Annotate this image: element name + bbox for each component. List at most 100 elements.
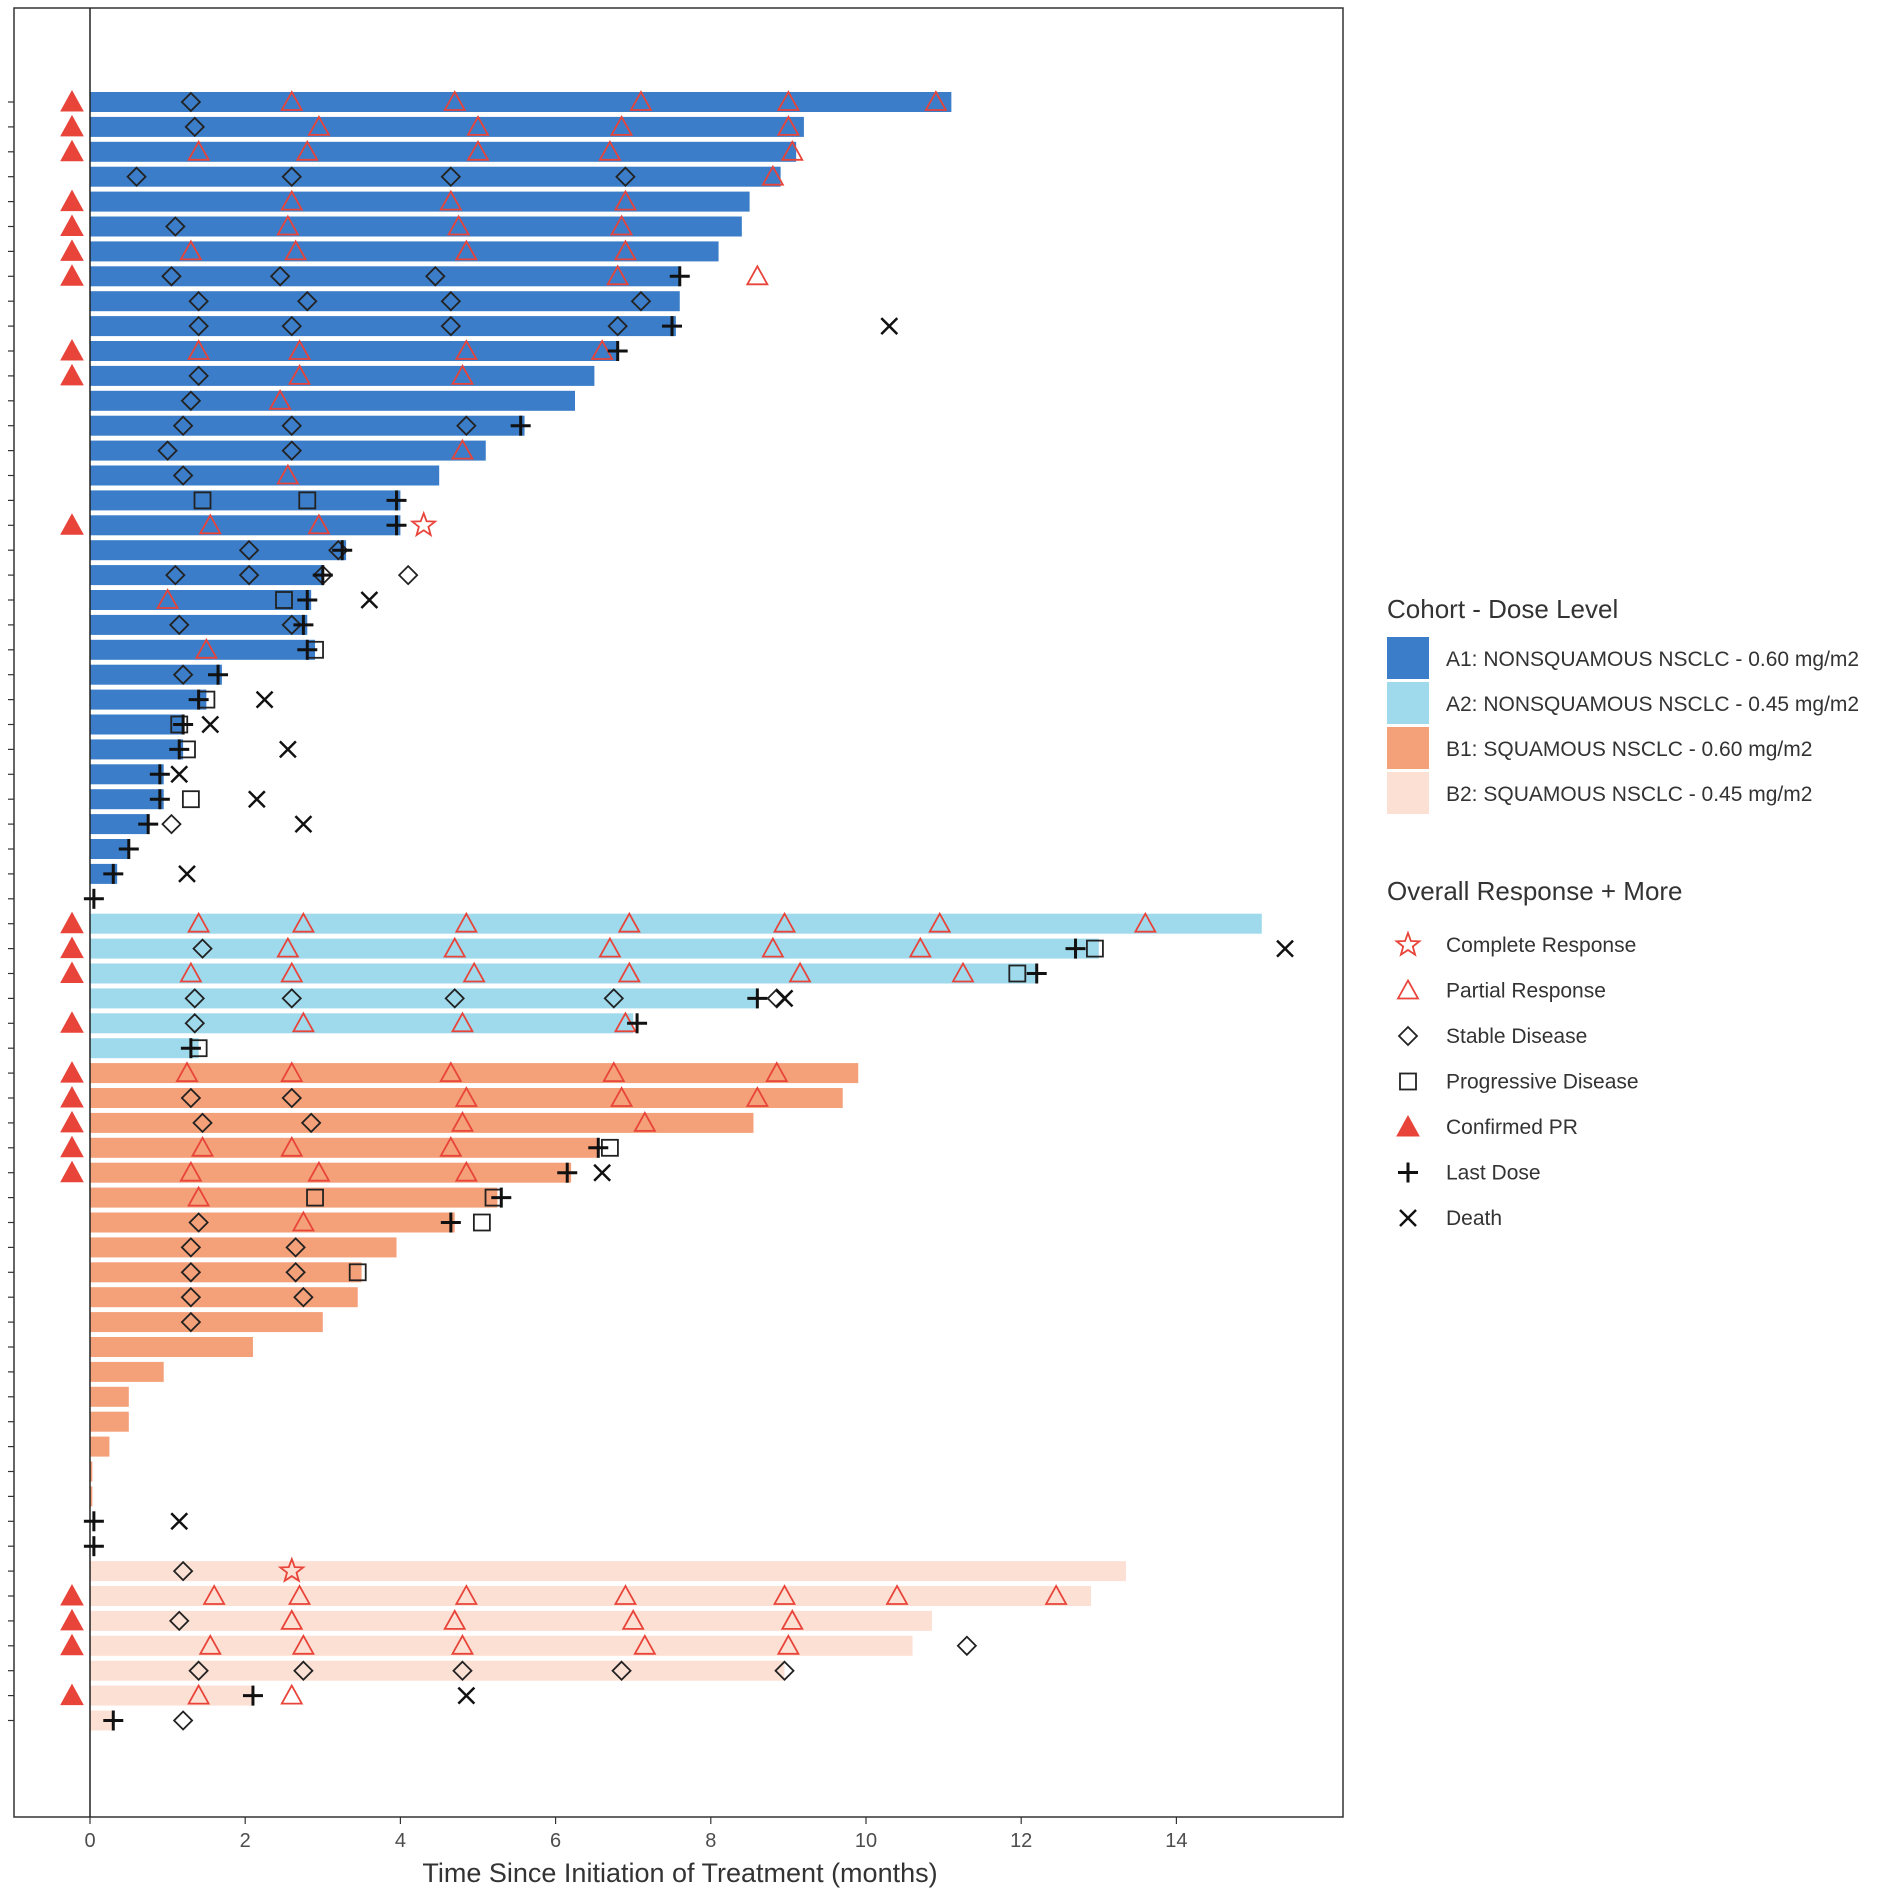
partial-response-marker [175, 1061, 199, 1082]
marker-legend-label: Death [1446, 1207, 1502, 1230]
legend-partial-response-icon [1396, 978, 1420, 1000]
bar-b2 [90, 1561, 1126, 1582]
stable-disease-marker [188, 1660, 209, 1681]
cohort-legend-title: Cohort - Dose Level [1387, 594, 1618, 624]
last-dose-marker [332, 540, 353, 561]
partial-response-marker [590, 339, 614, 360]
bar-b1 [90, 1337, 253, 1357]
stable-disease-marker [184, 116, 206, 138]
bar-a2 [90, 1013, 634, 1034]
bar-a1 [90, 689, 207, 710]
stable-disease-marker [281, 315, 303, 337]
partial-response-marker [156, 588, 180, 609]
cohort-legend-label: A1: NONSQUAMOUS NSCLC - 0.60 mg/m2 [1446, 648, 1859, 671]
complete-response-marker [277, 1556, 306, 1583]
confirmed-pr-marker [60, 1011, 84, 1033]
partial-response-marker [307, 115, 331, 136]
stable-disease-marker [180, 390, 202, 412]
partial-response-marker [761, 164, 785, 186]
partial-response-marker [908, 936, 932, 958]
confirmed-pr-marker [60, 264, 84, 286]
x-tick-label: 10 [855, 1830, 877, 1852]
confirmed-pr-marker [60, 1085, 84, 1108]
partial-response-marker [202, 1584, 226, 1605]
cohort-legend-label: A2: NONSQUAMOUS NSCLC - 0.45 mg/m2 [1446, 693, 1859, 716]
death-marker [880, 317, 899, 335]
death-marker [201, 715, 220, 734]
marker-legend-label: Confirmed PR [1446, 1116, 1578, 1139]
bar-a1 [90, 490, 401, 511]
last-dose-marker [297, 639, 318, 660]
stable-disease-marker [184, 1013, 206, 1034]
legend-complete-response-icon [1394, 930, 1422, 957]
last-dose-marker [440, 1212, 461, 1233]
stable-disease-marker [192, 1112, 213, 1134]
stable-disease-marker [172, 664, 194, 685]
stable-disease-marker [161, 813, 182, 835]
last-dose-marker [208, 664, 229, 685]
bar-b1 [90, 1361, 164, 1382]
bar-a1 [90, 590, 312, 610]
bar-a2 [90, 938, 1099, 959]
confirmed-pr-marker [60, 513, 84, 535]
stable-disease-marker [281, 166, 303, 187]
partial-response-marker [610, 214, 634, 236]
last-dose-marker [188, 689, 209, 710]
bar-a1 [90, 764, 164, 785]
bar-a2 [90, 963, 1037, 984]
partial-response-marker [602, 1061, 626, 1082]
partial-response-marker [617, 961, 641, 983]
bar-b1 [90, 1137, 599, 1158]
partial-response-marker [198, 1633, 222, 1655]
stable-disease-marker [281, 415, 303, 436]
partial-response-marker [633, 1633, 657, 1655]
bar-b1 [90, 1411, 129, 1432]
progressive-disease-marker [306, 1188, 324, 1207]
partial-response-marker [443, 90, 467, 111]
partial-response-marker [447, 214, 471, 236]
last-dose-marker [242, 1685, 263, 1706]
last-dose-marker [588, 1137, 609, 1158]
partial-response-marker [190, 1135, 215, 1157]
death-marker [255, 690, 274, 709]
bar-b1 [90, 1312, 323, 1333]
complete-response-marker [409, 510, 438, 538]
partial-response-marker [621, 1609, 645, 1630]
partial-response-marker [276, 463, 300, 485]
partial-response-marker [454, 911, 478, 933]
stable-disease-marker [172, 1710, 194, 1731]
partial-response-marker [598, 936, 622, 958]
bar-a1 [90, 291, 680, 312]
stable-disease-marker [168, 1610, 190, 1632]
partial-response-marker [454, 1086, 478, 1107]
progressive-disease-marker [193, 491, 212, 510]
partial-response-marker [924, 90, 948, 111]
confirmed-pr-marker [60, 1135, 84, 1158]
stable-disease-marker [444, 988, 465, 1009]
partial-response-marker [287, 364, 312, 385]
partial-response-marker [450, 1633, 475, 1655]
partial-response-marker [443, 1609, 467, 1630]
x-tick-label: 14 [1165, 1830, 1187, 1852]
bar-a1 [90, 839, 129, 859]
partial-response-marker [454, 1160, 478, 1182]
last-dose-marker [386, 515, 407, 536]
bar-a1 [90, 664, 222, 685]
bar-a1 [90, 316, 676, 337]
stable-disease-marker [397, 564, 419, 586]
x-axis-title: Time Since Initiation of Treatment (mont… [422, 1858, 937, 1888]
partial-response-marker [280, 90, 304, 111]
death-marker [294, 815, 313, 833]
last-dose-marker [103, 863, 124, 884]
stable-disease-marker [188, 365, 209, 387]
confirmed-pr-marker [60, 1110, 84, 1133]
partial-response-marker [617, 911, 641, 933]
stable-disease-marker [180, 1311, 202, 1333]
stable-disease-marker [188, 315, 209, 337]
bar-a1 [90, 540, 347, 561]
stable-disease-marker [611, 1660, 632, 1681]
confirmed-pr-marker [60, 139, 84, 162]
confirmed-pr-marker [60, 1583, 84, 1606]
cohort-legend-swatch [1387, 637, 1429, 679]
